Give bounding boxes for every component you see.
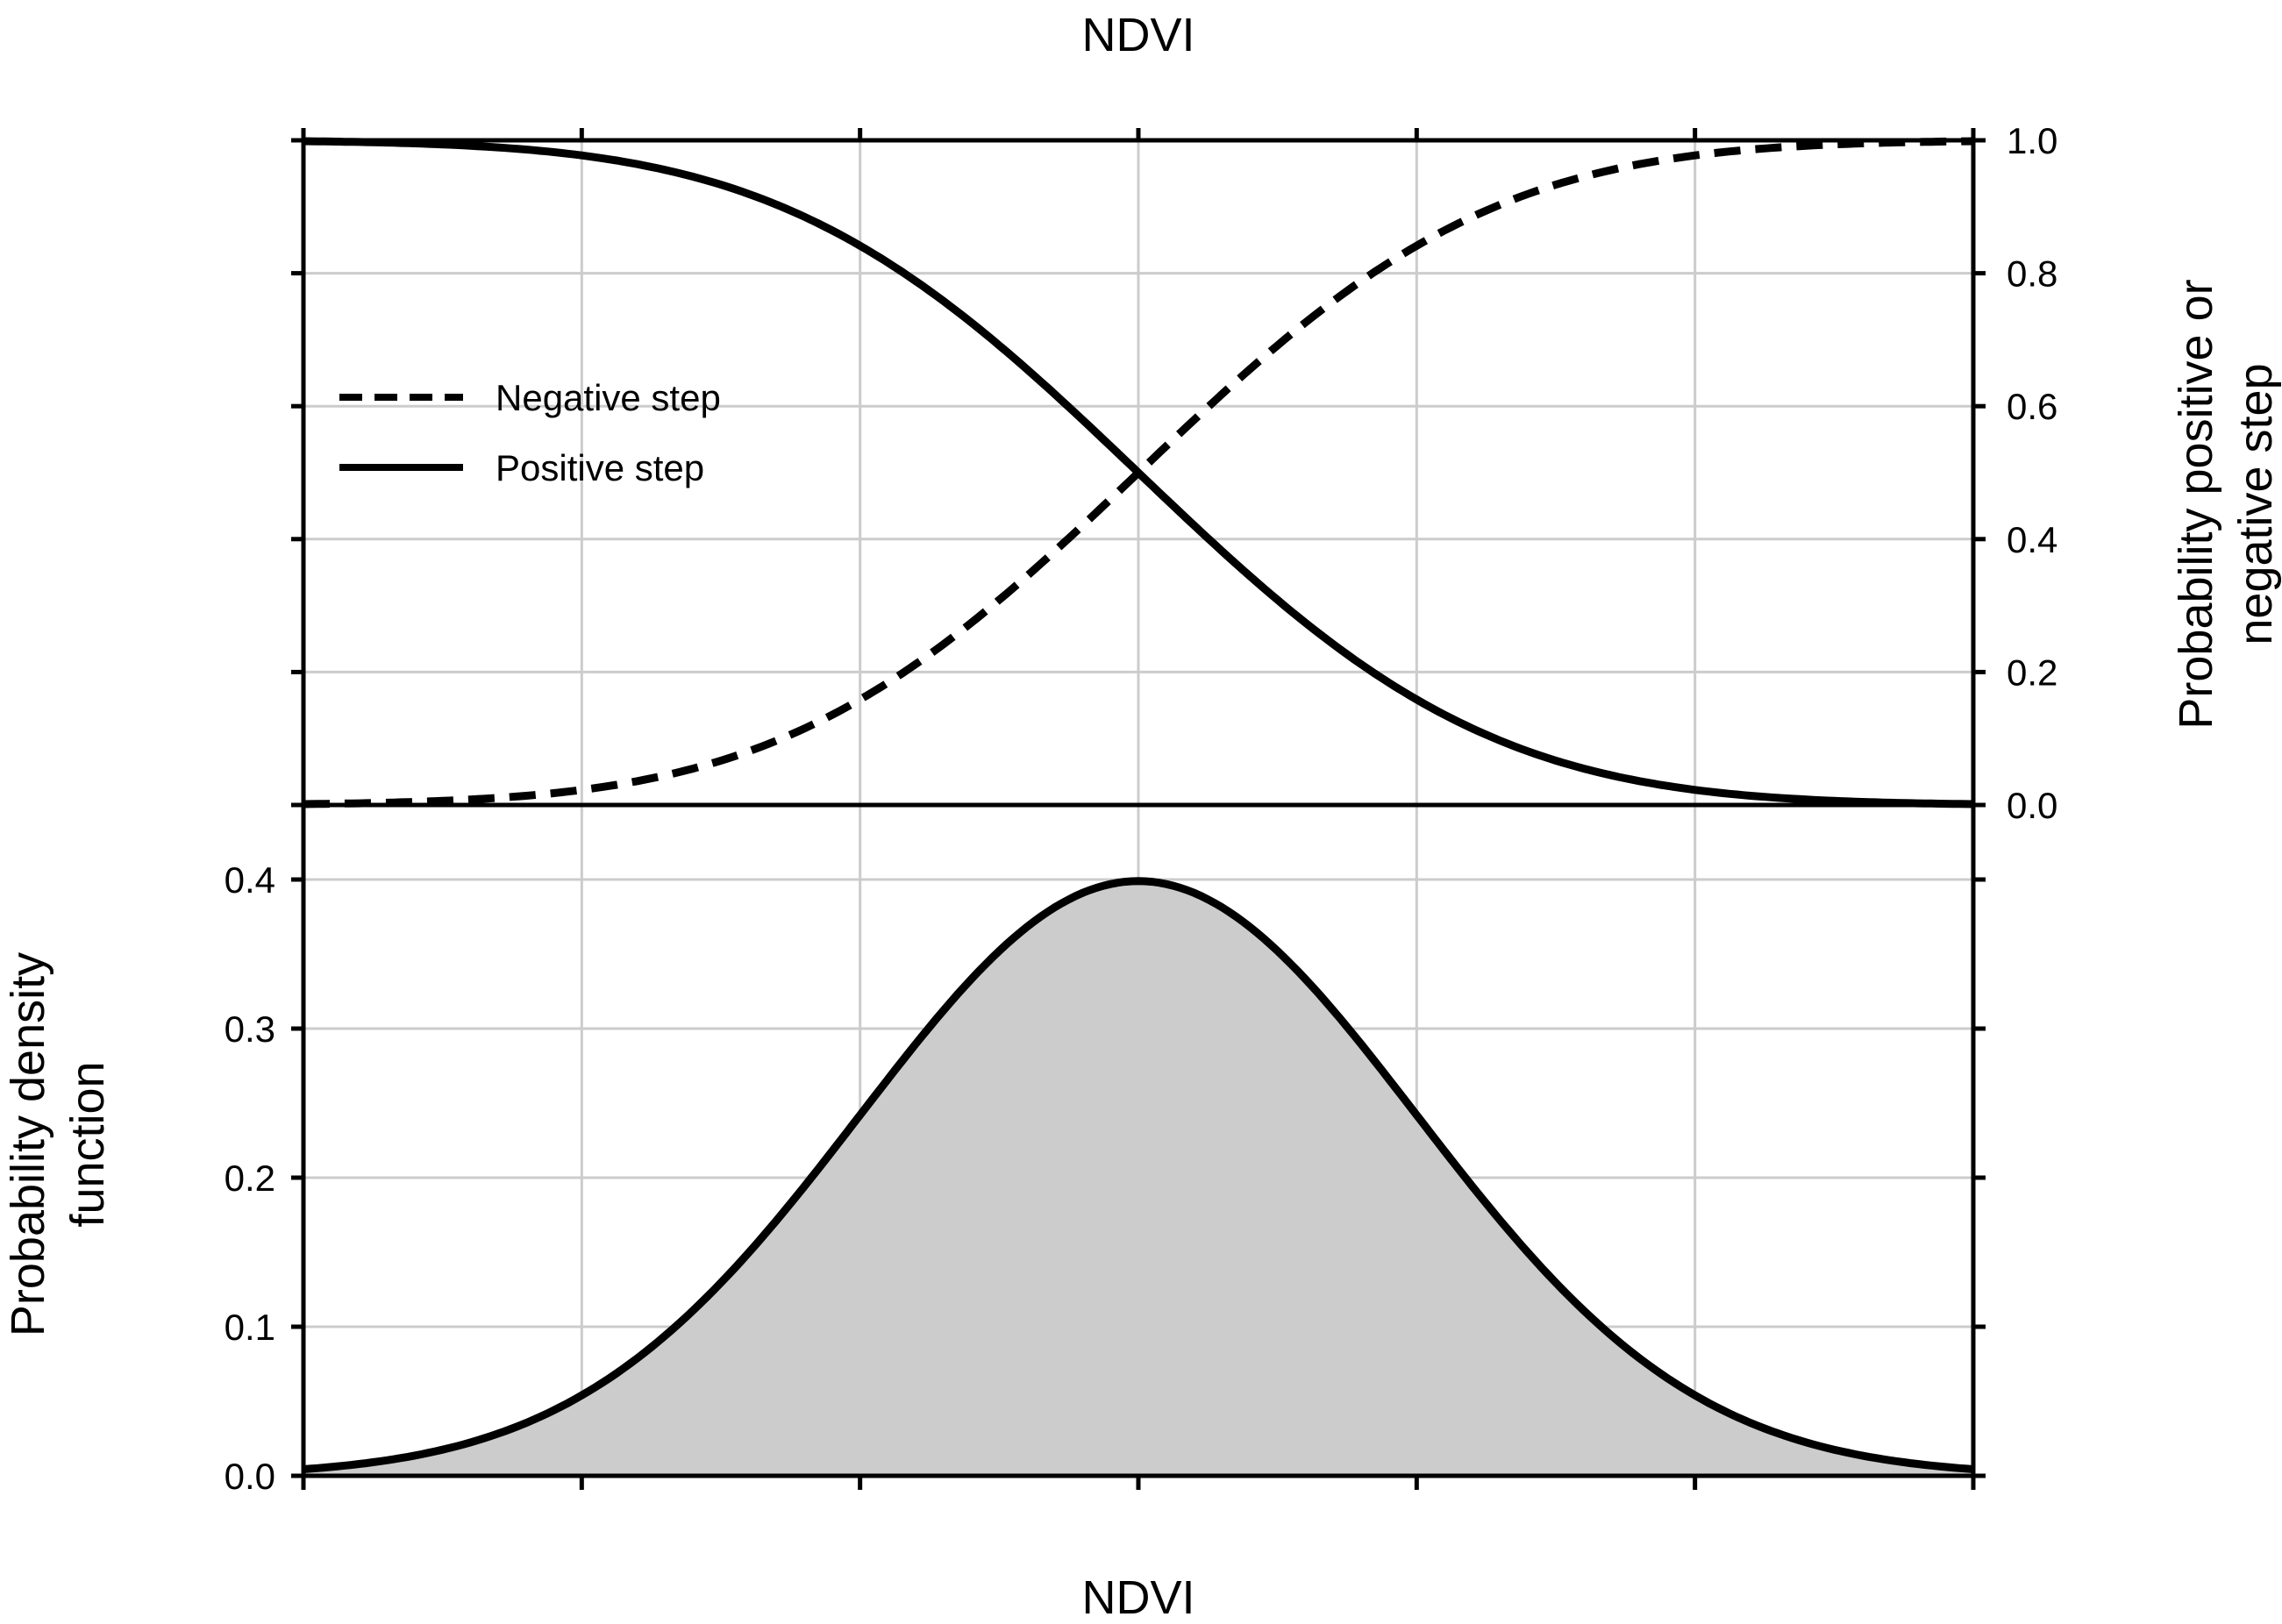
y-tick-label-right: 0.8	[2007, 253, 2057, 295]
y-tick-label-left: 0.3	[225, 1008, 275, 1050]
y-tick-label-left: 0.2	[225, 1157, 275, 1199]
y-tick-label-right: 0.2	[2007, 652, 2057, 693]
density-curve	[303, 877, 1974, 1473]
density-area-fill	[303, 880, 1973, 1476]
y-tick-label-left: 0.1	[225, 1307, 275, 1348]
y-axis-title-left-line1: Probability density	[2, 952, 54, 1336]
bottom-panel: 0.0 0.1 0.2 0.3 0.4	[225, 802, 1986, 1497]
legend: Negative step Positive step	[339, 377, 721, 488]
y-tick-label-left: 0.0	[225, 1456, 275, 1497]
y-axis-title-right-line2: negative step	[2229, 363, 2282, 645]
y-tick-label-right: 1.0	[2007, 120, 2057, 161]
x-axis-title-top: NDVI	[1081, 9, 1194, 61]
x-axis-title-bottom: NDVI	[1081, 1571, 1194, 1624]
y-axis-title-right-line1: Probability positive or	[2170, 279, 2222, 729]
series-line-positive-step	[303, 137, 1974, 808]
series-line-negative-step	[303, 137, 1974, 808]
legend-label-positive-step: Positive step	[496, 447, 704, 488]
y-tick-label-right: 0.6	[2007, 386, 2057, 427]
top-panel: 0.0 0.2 0.4 0.6 0.8 1.0	[291, 120, 2057, 826]
legend-label-negative-step: Negative step	[496, 377, 721, 418]
y-tick-label-right: 0.4	[2007, 519, 2057, 560]
y-tick-label-left: 0.4	[225, 859, 275, 901]
y-tick-label-right: 0.0	[2007, 785, 2057, 826]
y-axis-title-left-line2: function	[61, 1061, 114, 1227]
